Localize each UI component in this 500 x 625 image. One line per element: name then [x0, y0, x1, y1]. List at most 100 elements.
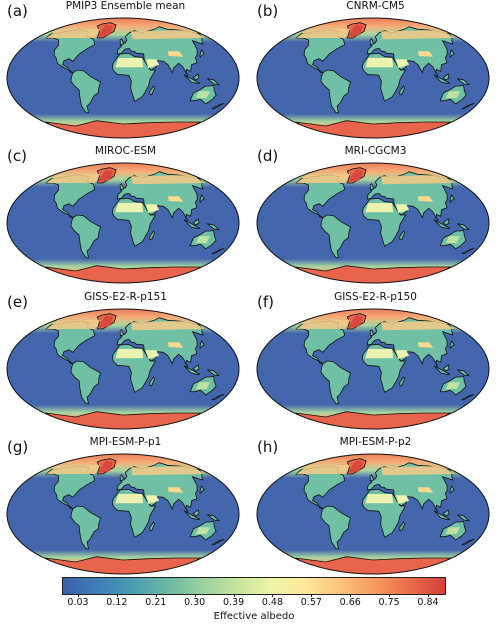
- australia-interior: [195, 382, 211, 389]
- newguinea-landmass: [457, 369, 471, 377]
- indonesia-landmass: [183, 510, 201, 520]
- antarctica-landmass: [45, 120, 202, 138]
- southamerica-landmass: [70, 360, 101, 405]
- newguinea-landmass: [207, 514, 221, 522]
- newguinea-landmass: [207, 369, 221, 377]
- tibet: [417, 196, 434, 202]
- madagascar-landmass: [399, 521, 406, 532]
- japan-landmass: [199, 194, 205, 204]
- antarctica-landmass: [295, 120, 452, 138]
- australia-interior: [195, 527, 211, 534]
- arabia: [145, 350, 160, 359]
- antarctica-landmass: [45, 556, 202, 574]
- world-map: [256, 453, 490, 575]
- ocean: [7, 309, 239, 429]
- japan-landmass: [199, 49, 205, 59]
- colorbar: 0.03 0.12 0.21 0.30 0.39 0.48 0.57 0.66 0.75 0.84…: [60, 575, 448, 625]
- borneo-landmass: [192, 509, 200, 517]
- uk-landmass: [119, 183, 124, 191]
- colorbar-tickmark: [233, 594, 235, 597]
- map-border: [256, 162, 490, 284]
- snow-eurasia: [381, 175, 455, 185]
- antarctica-landmass: [295, 265, 452, 283]
- colorbar-tickmark: [194, 594, 196, 597]
- japan-landmass: [449, 485, 455, 495]
- colorbar-tick-label: 0.03: [67, 597, 89, 608]
- arabia: [395, 59, 410, 68]
- map-border: [6, 453, 240, 575]
- ocean: [257, 163, 489, 283]
- panel-label: (a): [7, 2, 28, 20]
- borneo-landmass: [442, 218, 450, 226]
- sahara: [365, 58, 394, 68]
- snow-eurasia: [131, 175, 205, 185]
- colorbar-tickmark: [116, 594, 118, 597]
- borneo-landmass: [442, 509, 450, 517]
- colorbar-tick-label: 0.12: [106, 597, 128, 608]
- borneo-landmass: [192, 364, 200, 372]
- ocean: [257, 18, 489, 138]
- arabia: [145, 204, 160, 213]
- colorbar-tick-label: 0.75: [378, 597, 400, 608]
- snow-eurasia: [131, 466, 205, 476]
- colorbar-tick-label: 0.48: [261, 597, 284, 608]
- colorbar-gradient: [62, 577, 446, 595]
- australia-interior: [445, 382, 461, 389]
- snow-eurasia: [381, 30, 455, 40]
- newguinea-landmass: [207, 78, 221, 86]
- greenland-icesheet: [97, 169, 113, 182]
- japan-landmass: [199, 340, 205, 350]
- snow-north-america: [46, 28, 101, 38]
- panel-title: CNRM-CM5: [346, 0, 405, 12]
- world-map: [256, 308, 490, 430]
- colorbar-tickmark: [272, 594, 274, 597]
- uk-landmass: [119, 329, 124, 337]
- southamerica-landmass: [320, 505, 351, 550]
- colorbar-tickmark: [350, 594, 352, 597]
- newzealand-landmass: [211, 393, 225, 401]
- indonesia-landmass: [433, 219, 451, 229]
- sahara: [365, 349, 394, 359]
- map-panel: MPI-ESM-P-p2 (h): [253, 436, 498, 584]
- map-panel: CNRM-CM5 (b): [253, 0, 498, 148]
- greenland-icesheet: [347, 460, 363, 473]
- panel-title: MPI-ESM-P-p1: [89, 436, 162, 448]
- panel-label: (f): [257, 293, 274, 311]
- sahara: [115, 494, 144, 504]
- colorbar-tick-label: 0.57: [300, 597, 322, 608]
- tibet: [167, 342, 184, 348]
- japan-landmass: [449, 194, 455, 204]
- indonesia-landmass: [183, 219, 201, 229]
- colorbar-tickmark: [311, 594, 313, 597]
- greenland-icesheet: [97, 460, 113, 473]
- tibet: [167, 196, 184, 202]
- snow-north-america: [296, 464, 351, 474]
- madagascar-landmass: [149, 376, 156, 387]
- newguinea-landmass: [457, 78, 471, 86]
- map-border: [256, 308, 490, 430]
- uk-landmass: [119, 474, 124, 482]
- indonesia-landmass: [183, 365, 201, 375]
- southamerica-landmass: [70, 214, 101, 259]
- borneo-landmass: [192, 73, 200, 81]
- newzealand-landmass: [461, 538, 475, 546]
- sahara: [115, 58, 144, 68]
- southamerica-landmass: [70, 505, 101, 550]
- newzealand-landmass: [211, 538, 225, 546]
- sahara: [115, 203, 144, 213]
- antarctica-landmass: [45, 411, 202, 429]
- australia-interior: [445, 236, 461, 243]
- panel-label: (e): [7, 293, 28, 311]
- colorbar-tick-label: 0.30: [184, 597, 206, 608]
- antarctica-landmass: [45, 265, 202, 283]
- tibet: [167, 51, 184, 57]
- southamerica-landmass: [320, 360, 351, 405]
- greenland-icesheet: [347, 315, 363, 328]
- panel-title: GISS-E2-R-p151: [84, 291, 167, 303]
- map-panel: GISS-E2-R-p151 (e): [3, 291, 248, 439]
- panel-label: (g): [7, 438, 29, 456]
- map-panel: MPI-ESM-P-p1 (g): [3, 436, 248, 584]
- tibet: [417, 487, 434, 493]
- map-border: [6, 17, 240, 139]
- tibet: [417, 342, 434, 348]
